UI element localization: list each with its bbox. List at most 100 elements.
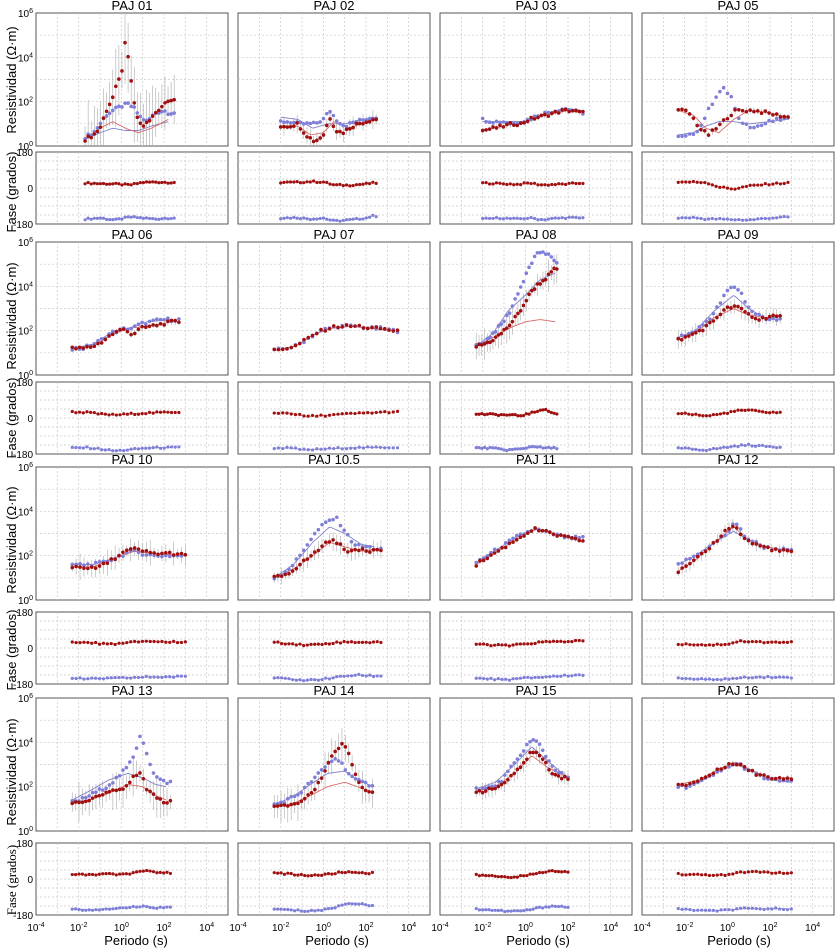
- phase-yx-point: [318, 216, 322, 221]
- phase-xy-point: [101, 872, 105, 876]
- phase-xy-point: [172, 639, 176, 643]
- rho-xy-point: [500, 545, 504, 550]
- phase-yx-point: [132, 215, 136, 219]
- rho-xy-point: [312, 550, 317, 554]
- phase-yx-point: [771, 216, 775, 220]
- phase-xy-point: [145, 868, 149, 873]
- rho-yx-point: [480, 116, 485, 121]
- phase-yx-point: [484, 216, 488, 220]
- rho-xy-point: [173, 318, 178, 323]
- rho-xy-point: [684, 108, 688, 113]
- panel-paj-03: PAJ 03: [439, 0, 633, 225]
- rho-xy-point: [110, 95, 115, 100]
- rho-xy-point: [121, 327, 126, 331]
- rho-yx-point: [289, 794, 293, 799]
- rho-xy-point: [711, 540, 716, 545]
- phase-yx-point: [478, 676, 482, 680]
- phase-xy-point: [482, 642, 486, 646]
- rho-yx-point: [312, 531, 317, 536]
- phase-tick-label: 180: [16, 839, 33, 850]
- phase-yx-point: [534, 906, 538, 910]
- phase-yx-point: [183, 674, 187, 678]
- phase-xy-point: [541, 408, 545, 412]
- phase-xy-point: [774, 640, 778, 644]
- phase-yx-point: [288, 216, 293, 220]
- rho-xy-point: [294, 566, 299, 571]
- rho-tick-label: 100: [18, 826, 33, 838]
- phase-yx-point: [351, 217, 355, 221]
- y-label-rho-row2: Resistividad (Ω·m): [4, 262, 19, 369]
- phase-yx-point: [536, 218, 540, 222]
- phase-xy-point: [684, 642, 688, 646]
- rho-xy-point: [334, 541, 339, 546]
- phase-yx-point: [282, 216, 286, 221]
- phase-yx-point: [323, 907, 327, 911]
- phase-xy-point: [570, 181, 575, 185]
- phase-xy-point: [789, 640, 793, 644]
- phase-yx-point: [395, 446, 400, 450]
- phase-yx-point: [131, 904, 135, 909]
- rho-xy-point: [485, 556, 490, 561]
- rho-xy-point: [175, 552, 180, 556]
- rho-yx-point: [490, 784, 494, 789]
- rho-xy-point: [285, 804, 290, 808]
- phase-yx-point: [135, 216, 139, 220]
- phase-yx-point: [789, 907, 793, 911]
- rho-xy-point: [90, 796, 95, 800]
- phase-yx-point: [331, 676, 335, 680]
- rho-xy-point: [364, 120, 369, 125]
- phase-xy-point: [347, 870, 351, 874]
- rho-yx-point: [544, 754, 548, 759]
- phase-xy-point: [320, 873, 324, 878]
- phase-yx-point: [313, 678, 317, 682]
- rho-yx-point: [547, 759, 551, 763]
- phase-yx-point: [688, 677, 692, 681]
- rho-xy-point: [535, 282, 540, 286]
- rho-yx-point: [336, 759, 341, 763]
- rho-xy-point: [729, 113, 734, 118]
- rho-xy-point: [117, 77, 121, 81]
- phase-xy-point: [750, 408, 754, 412]
- rho-xy-point: [81, 346, 86, 350]
- phase-yx-point: [111, 907, 115, 911]
- phase-xy-point: [302, 414, 306, 418]
- phase-xy-point: [551, 639, 556, 643]
- rho-yx-point: [117, 104, 121, 109]
- phase-yx-point: [160, 675, 164, 679]
- phase-yx-point: [148, 216, 152, 221]
- rho-xy-point: [287, 571, 291, 576]
- phase-yx-point: [347, 902, 351, 906]
- rho-xy-point: [774, 112, 779, 116]
- phase-xy-point: [537, 870, 542, 875]
- phase-yx-point: [474, 446, 478, 450]
- phase-xy-point: [725, 186, 730, 190]
- rho-yx-point: [166, 112, 170, 117]
- phase-yx-point: [124, 906, 129, 910]
- rho-xy-point: [570, 536, 574, 540]
- phase-xy-point: [148, 180, 152, 184]
- phase-xy-point: [279, 871, 283, 875]
- rho-xy-point: [357, 780, 361, 785]
- rho-xy-point: [715, 767, 720, 772]
- phase-yx-point: [320, 678, 324, 682]
- rho-xy-point: [288, 124, 293, 129]
- phase-tick-label: -180: [13, 911, 33, 922]
- rho-yx-point: [750, 309, 754, 314]
- phase-xy-point: [308, 180, 312, 184]
- rho-yx-point: [725, 288, 730, 293]
- rho-xy-point: [354, 121, 359, 126]
- rho-xy-point: [581, 539, 585, 543]
- phase-xy-point: [719, 873, 723, 877]
- phase-xy-point: [118, 413, 122, 417]
- phase-xy-point: [510, 413, 514, 417]
- rho-xy-point: [140, 549, 145, 554]
- rho-xy-point: [371, 548, 376, 552]
- phase-yx-point: [719, 678, 723, 682]
- phase-xy-point: [172, 180, 176, 185]
- rho-xy-point: [336, 746, 341, 751]
- phase-yx-point: [550, 216, 554, 220]
- phase-xy-point: [344, 411, 349, 415]
- rho-xy-point: [323, 540, 328, 545]
- phase-tick-label: 0: [27, 184, 33, 195]
- rho-yx-point: [111, 781, 115, 785]
